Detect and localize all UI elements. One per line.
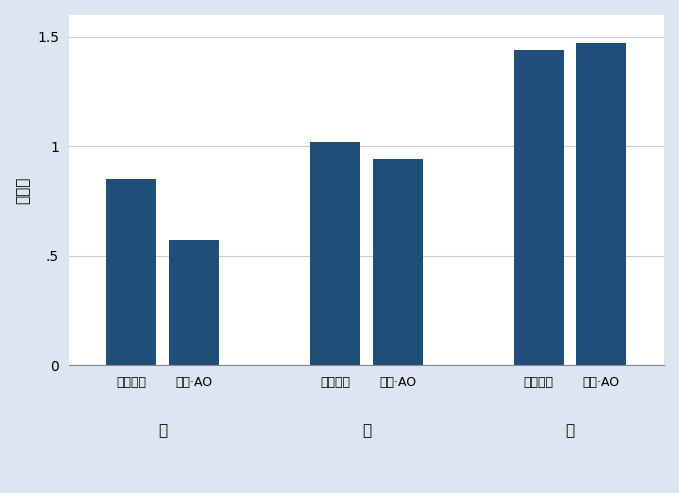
Bar — [310, 142, 360, 365]
Text: 高: 高 — [566, 423, 574, 439]
Text: 低: 低 — [158, 423, 167, 439]
Bar — [107, 179, 156, 365]
Bar — [513, 50, 564, 365]
Bar — [576, 43, 627, 365]
Bar — [373, 159, 423, 365]
Bar — [169, 241, 219, 365]
Y-axis label: 時間数: 時間数 — [15, 176, 30, 204]
Text: 中: 中 — [362, 423, 371, 439]
